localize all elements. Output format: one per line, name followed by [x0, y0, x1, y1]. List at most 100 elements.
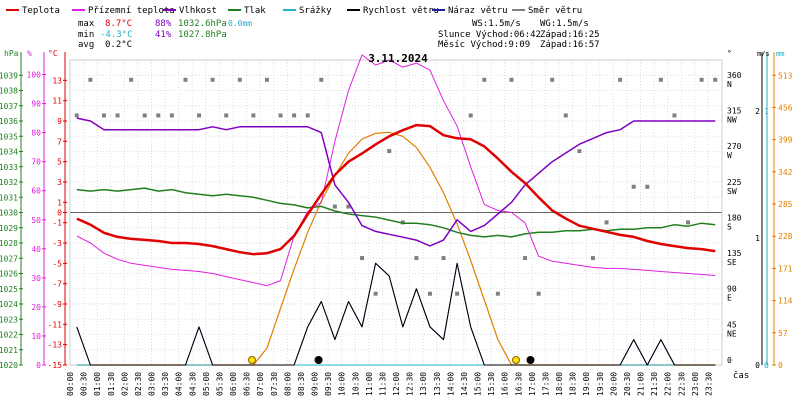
wind-direction-point	[523, 256, 528, 261]
direction-tick-name: S	[727, 222, 732, 231]
series-line-vlhkost	[76, 117, 716, 247]
line-series	[76, 54, 716, 366]
pct-axis-label: %	[27, 49, 32, 58]
x-tick-label: 07:00	[256, 372, 265, 396]
x-tick-label: 22:00	[664, 372, 673, 396]
wind-direction-point	[509, 77, 514, 82]
pct-tick-label: 60	[31, 187, 41, 196]
ms-tick-label: 0	[755, 361, 760, 370]
x-tick-label: 01:30	[107, 372, 116, 396]
sun-tick-label: 0	[778, 361, 783, 370]
x-tick-label: 03:30	[161, 372, 170, 396]
x-tick-label: 21:00	[637, 372, 646, 396]
direction-tick-name: N	[727, 80, 732, 89]
stats-panel: max 8.7°C 88% 1032.6hPa 0.0mm min -4.3°C…	[78, 19, 600, 50]
stat-min-hum: 41%	[155, 30, 172, 40]
x-tick-label: 10:30	[351, 372, 360, 396]
wind-direction-point	[197, 113, 202, 118]
legend-label: Přízemní teplota	[88, 6, 175, 16]
x-tick-label: 05:00	[202, 372, 211, 396]
x-tick-label: 16:30	[514, 372, 523, 396]
wind-direction-series	[74, 77, 718, 296]
hpa-tick-label: 1029	[0, 224, 18, 233]
celsius-tick-label: -7	[52, 280, 62, 289]
hpa-tick-label: 1022	[0, 331, 18, 340]
x-tick-label: 01:00	[93, 372, 102, 396]
celsius-tick-label: 5	[57, 158, 62, 167]
x-tick-label: 02:00	[120, 372, 129, 396]
legend-label: Tlak	[244, 6, 266, 16]
direction-tick-name: NW	[727, 115, 737, 124]
pct-tick-label: 10	[31, 332, 41, 341]
direction-tick-label: 45	[727, 320, 737, 329]
direction-tick-label: 180	[727, 213, 742, 222]
sunset-marker	[511, 356, 520, 364]
hpa-tick-label: 1039	[0, 71, 18, 80]
stat-max-hum: 88%	[155, 19, 172, 29]
wind-direction-point	[237, 77, 242, 82]
hpa-tick-label: 1035	[0, 132, 18, 141]
legend-label: Náraz větru	[448, 6, 508, 16]
stat-avg-label: avg	[78, 40, 94, 50]
mm-tick-label: 0	[764, 361, 769, 370]
x-tick-label: 23:30	[704, 372, 713, 396]
celsius-tick-label: -15	[48, 361, 63, 370]
x-tick-label: 06:30	[243, 372, 252, 396]
wind-direction-point	[251, 113, 256, 118]
direction-tick-label: 135	[727, 249, 742, 258]
x-tick-label: 14:30	[460, 372, 469, 396]
sun-tick-label: 456	[778, 103, 793, 112]
moonset-marker	[526, 356, 535, 364]
sun-tick-label: 285	[778, 200, 793, 209]
legend-label: Vlhkost	[179, 6, 217, 16]
pct-tick-label: 50	[31, 216, 41, 225]
wind-direction-point	[631, 184, 636, 189]
hpa-axis-label: hPa	[4, 49, 19, 58]
ms-axis-label: m/s	[757, 50, 770, 58]
stat-min-label: min	[78, 30, 94, 40]
wind-direction-point	[604, 220, 609, 225]
wind-direction-point	[224, 113, 229, 118]
series-line-rychlost-v-tru	[76, 262, 716, 366]
celsius-tick-label: -13	[48, 341, 63, 350]
wind-direction-point	[278, 113, 283, 118]
wind-direction-point	[319, 77, 324, 82]
legend-label: Rychlost větru	[363, 6, 439, 16]
celsius-tick-label: 9	[57, 117, 62, 126]
direction-tick-name: SE	[727, 258, 737, 267]
stat-min-press: 1027.8hPa	[178, 30, 227, 40]
wind-direction-point	[455, 291, 460, 296]
x-axis-label: čas	[733, 370, 749, 381]
pct-tick-label: 100	[27, 71, 42, 80]
wind-direction-point	[142, 113, 147, 118]
wind-direction-point	[563, 113, 568, 118]
direction-tick-name: W	[727, 151, 732, 160]
series-line-tlak	[76, 187, 716, 238]
direction-tick-label: 315	[727, 106, 742, 115]
wind-direction-point	[305, 113, 310, 118]
stat-sun-set: Západ:16:25	[540, 30, 600, 40]
sun-tick-label: 513	[778, 71, 793, 80]
hpa-tick-label: 1020	[0, 361, 18, 370]
x-tick-label: 07:30	[270, 372, 279, 396]
wind-direction-point	[686, 220, 691, 225]
stat-max-label: max	[78, 19, 95, 29]
x-tick-label: 17:30	[541, 372, 550, 396]
direction-tick-name: E	[727, 294, 732, 303]
x-tick-label: 18:00	[555, 372, 564, 396]
sun-tick-label: 228	[778, 232, 793, 241]
x-tick-label: 00:30	[80, 372, 89, 396]
wind-direction-point	[713, 77, 718, 82]
series-line-p-zemn-teplota	[76, 54, 716, 287]
sun-tick-label: 57	[778, 329, 788, 338]
direction-tick-label: 270	[727, 142, 742, 151]
wind-direction-point	[645, 184, 650, 189]
celsius-tick-label: -11	[48, 320, 63, 329]
pct-tick-label: 70	[31, 158, 41, 167]
x-tick-label: 09:30	[324, 372, 333, 396]
stat-moon-set: Západ:16:57	[540, 40, 600, 50]
x-tick-label: 04:30	[188, 372, 197, 396]
celsius-tick-label: -5	[52, 259, 62, 268]
stat-sun-rise: Slunce Východ:06:42	[438, 30, 541, 40]
